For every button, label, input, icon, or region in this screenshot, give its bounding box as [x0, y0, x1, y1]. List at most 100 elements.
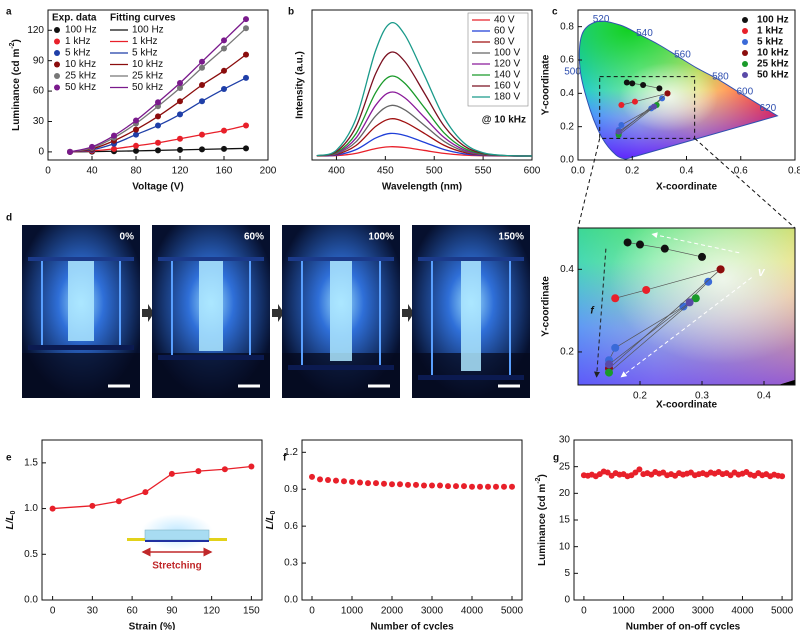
x-tick-label: 200	[260, 166, 277, 177]
photo-floor	[22, 353, 140, 398]
axis-label: Y-coordinate	[541, 54, 552, 115]
data-point	[660, 244, 669, 253]
data-point	[177, 85, 183, 92]
data-point	[636, 466, 643, 473]
legend-marker	[54, 27, 60, 33]
legend-label: 100 Hz	[757, 15, 789, 26]
data-point	[445, 483, 451, 490]
legend-title: Exp. data	[52, 13, 97, 24]
x-tick-label: 60	[127, 606, 139, 617]
data-point	[199, 98, 205, 105]
x-tick-label: 0.8	[788, 166, 800, 177]
series-connector	[608, 281, 709, 361]
y-tick-label: 25	[559, 461, 571, 472]
photo-clamp	[158, 257, 264, 261]
data-point	[421, 482, 427, 489]
legend-label: 60 V	[494, 26, 515, 37]
axis-label: X-coordinate	[656, 400, 718, 411]
data-point	[341, 478, 347, 485]
series-connector	[608, 269, 721, 369]
data-point	[243, 74, 249, 81]
plot-frame	[573, 439, 793, 601]
data-point	[631, 98, 638, 105]
axis-label-part: -2	[9, 42, 16, 48]
data-point	[704, 277, 713, 286]
data-point	[664, 90, 671, 97]
x-tick-label: 0.2	[625, 166, 639, 177]
y-tick-label: 0.5	[24, 549, 38, 560]
x-tick-label: 600	[524, 166, 541, 177]
data-point	[716, 265, 725, 274]
data-point	[221, 466, 228, 473]
legend-label: 100 V	[494, 48, 520, 59]
data-point	[493, 483, 499, 490]
data-point	[115, 498, 122, 505]
x-tick-label: 2000	[381, 606, 404, 617]
data-point	[636, 240, 644, 249]
x-tick-label: 1000	[612, 606, 635, 617]
data-point	[437, 482, 443, 489]
photo-device	[199, 261, 223, 351]
x-tick-label: 0	[581, 606, 587, 617]
data-point	[155, 147, 161, 154]
axis-label: Y-coordinate	[541, 276, 552, 337]
axis-label-part: )	[537, 474, 548, 477]
cie-locus	[578, 20, 779, 160]
data-point	[642, 285, 651, 294]
x-tick-label: 80	[130, 166, 142, 177]
y-tick-label: 5	[564, 568, 570, 579]
legend-label: 25 kHz	[65, 71, 96, 82]
data-point	[199, 58, 205, 65]
data-point	[618, 122, 625, 128]
x-tick-label: 0.4	[757, 391, 771, 402]
data-point	[133, 142, 139, 149]
data-point	[142, 489, 149, 496]
axis-label-part: L/L	[265, 514, 276, 529]
legend-label: 100 Hz	[65, 25, 97, 36]
legend-label: 1 kHz	[757, 26, 783, 37]
plot-frame	[47, 9, 269, 161]
axis-label-part: 0	[270, 510, 277, 514]
axis-label: Number of on-off cycles	[626, 622, 741, 630]
data-point	[221, 86, 227, 93]
series-line	[316, 22, 533, 157]
step-arrow	[272, 304, 284, 322]
data-point	[501, 483, 507, 490]
data-point	[429, 482, 435, 489]
data-point	[477, 483, 483, 490]
data-point	[698, 252, 706, 261]
photo-clamp	[418, 257, 524, 261]
annotation: V	[758, 268, 766, 279]
data-point	[611, 294, 620, 303]
series-connector	[618, 104, 657, 136]
axis-label: Number of cycles	[370, 622, 454, 630]
legend-label: 5 kHz	[65, 48, 91, 59]
data-point	[168, 470, 175, 477]
data-point	[611, 343, 620, 352]
data-point	[199, 64, 205, 71]
axis-label: Voltage (V)	[132, 182, 183, 193]
data-point	[243, 145, 249, 152]
y-tick-label: 1.0	[24, 503, 38, 514]
photo-label: 0%	[120, 232, 135, 243]
axis-label: Wavelength (nm)	[382, 182, 462, 193]
axis-label-part: -2	[535, 477, 542, 483]
legend-label: 1 kHz	[65, 36, 91, 47]
trend-arrow	[593, 248, 607, 378]
data-point	[373, 480, 379, 487]
data-point	[685, 298, 694, 307]
trend-arrow	[651, 232, 740, 254]
data-point	[195, 468, 202, 475]
zoom-line	[577, 138, 601, 229]
x-tick-label: 400	[328, 166, 345, 177]
data-point	[199, 131, 205, 138]
y-tick-label: 0.2	[560, 347, 574, 358]
legend-label: 25 kHz	[132, 71, 163, 82]
panel-letter: e	[6, 453, 12, 464]
data-point	[779, 473, 786, 480]
series-connector	[608, 297, 697, 373]
data-point	[605, 360, 613, 369]
series-line	[316, 104, 533, 157]
